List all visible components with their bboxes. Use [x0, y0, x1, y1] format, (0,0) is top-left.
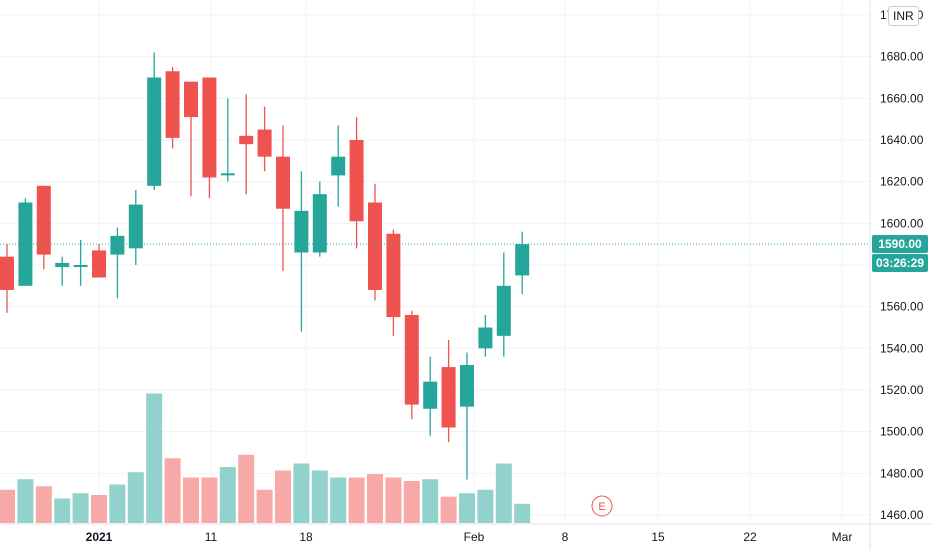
countdown-label: 03:26:29 [872, 254, 928, 273]
volume-bar [330, 477, 347, 523]
candle-body [312, 194, 327, 253]
volume-bar [109, 484, 126, 523]
candle-body [404, 315, 419, 405]
volume-bar [146, 393, 163, 523]
event-marker-label: E [598, 501, 605, 513]
candle-body [128, 204, 143, 249]
candle-body [239, 135, 254, 145]
volume-bar [0, 489, 15, 523]
y-tick-label: 1560.00 [880, 300, 924, 314]
volume-bar [164, 458, 181, 523]
candle-body [184, 81, 198, 118]
x-tick-label: 2021 [86, 530, 113, 544]
candle-body [73, 265, 88, 267]
candle-body [478, 327, 493, 349]
volume-bar [385, 477, 402, 523]
volume-bar [17, 479, 34, 523]
candle-body [147, 77, 162, 186]
volume-bar [293, 463, 310, 523]
volume-bar [72, 493, 89, 523]
candle-body [257, 129, 272, 157]
candle-body [0, 256, 14, 290]
y-tick-label: 1460.00 [880, 508, 924, 522]
y-tick-label: 1640.00 [880, 133, 924, 147]
volume-bar [91, 495, 107, 523]
y-tick-label: 1660.00 [880, 91, 924, 105]
candle-body [294, 210, 309, 253]
event-marker[interactable] [591, 495, 613, 517]
volume-bar [201, 477, 218, 523]
x-tick-label: 11 [205, 530, 218, 544]
volume-bar [183, 477, 199, 523]
x-tick-label: 15 [651, 530, 665, 544]
volume-bar [256, 489, 273, 523]
volume-bar [459, 493, 475, 523]
candle-body [92, 250, 106, 278]
y-tick-label: 1480.00 [880, 466, 924, 480]
volume-bar [219, 467, 236, 523]
x-tick-label: 22 [743, 530, 757, 544]
candle-body [165, 71, 180, 138]
volume-bar [275, 470, 291, 523]
candle-body [386, 233, 401, 318]
volume-bar [127, 472, 144, 523]
volume-bar [348, 477, 365, 523]
x-tick-label: Feb [464, 530, 485, 544]
candle-body [36, 185, 51, 255]
volume-bar [35, 486, 52, 523]
candle-body [220, 173, 235, 176]
candle-body [460, 365, 474, 407]
y-tick-label: 1600.00 [880, 216, 924, 230]
volume-bar [422, 479, 439, 523]
last-price-label: 1590.00 [872, 235, 928, 254]
volume-bar [477, 489, 494, 523]
volume-bar [311, 470, 328, 523]
candle-body [331, 156, 346, 176]
candle-body [276, 156, 290, 209]
y-tick-label: 1520.00 [880, 383, 924, 397]
volume-bar [495, 463, 512, 523]
x-tick-label: 8 [562, 530, 569, 544]
candle-body [496, 285, 511, 336]
y-tick-label: 1500.00 [880, 425, 924, 439]
candle-body [18, 202, 33, 286]
currency-badge[interactable]: INR [888, 6, 919, 26]
volume-bar [238, 454, 255, 523]
candle-body [349, 140, 364, 222]
y-tick-label: 1680.00 [880, 50, 924, 64]
volume-bar [514, 503, 531, 523]
candle-body [423, 381, 438, 409]
volume-bar [367, 474, 383, 523]
volume-bar [403, 481, 420, 523]
volume-bar [440, 496, 457, 523]
candle-body [515, 244, 530, 276]
candle-body [55, 262, 70, 268]
y-tick-label: 1540.00 [880, 341, 924, 355]
candle-body [368, 202, 382, 290]
x-tick-label: Mar [832, 530, 853, 544]
candle-body [202, 77, 217, 178]
y-tick-label: 1620.00 [880, 175, 924, 189]
candle-body [441, 367, 456, 428]
volume-bar [54, 498, 71, 523]
x-tick-label: 18 [299, 530, 313, 544]
candle-body [110, 235, 125, 255]
